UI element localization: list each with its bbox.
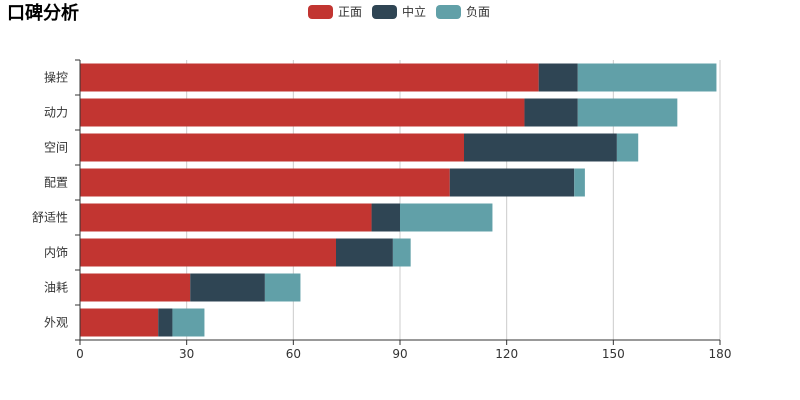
- bar-操控-负面: [577, 63, 717, 92]
- bar-内饰-中立: [336, 238, 393, 267]
- x-tick-label: 90: [392, 347, 407, 361]
- bar-外观-中立: [158, 308, 173, 337]
- legend-item-1[interactable]: 中立: [372, 3, 426, 20]
- legend: 正面 中立 负面: [308, 3, 500, 20]
- legend-item-2[interactable]: 负面: [436, 3, 490, 20]
- bar-动力-正面: [80, 98, 525, 127]
- bar-配置-中立: [449, 168, 575, 197]
- bar-配置-正面: [80, 168, 450, 197]
- y-tick-label: 空间: [44, 141, 68, 155]
- y-tick-label: 内饰: [44, 246, 68, 260]
- legend-item-0[interactable]: 正面: [308, 3, 362, 20]
- legend-label: 负面: [466, 5, 491, 19]
- bar-舒适性-负面: [400, 203, 493, 232]
- y-tick-label: 动力: [44, 106, 68, 120]
- x-tick-label: 0: [76, 347, 84, 361]
- y-tick-label: 油耗: [44, 281, 68, 295]
- y-tick-label: 舒适性: [32, 211, 68, 225]
- bar-油耗-正面: [80, 273, 191, 302]
- bar-舒适性-中立: [371, 203, 400, 232]
- bar-外观-正面: [80, 308, 159, 337]
- bar-油耗-中立: [190, 273, 265, 302]
- x-tick-label: 60: [286, 347, 301, 361]
- x-tick-label: 30: [179, 347, 194, 361]
- x-tick-label: 120: [495, 347, 518, 361]
- x-tick-label: 180: [709, 347, 732, 361]
- bar-油耗-负面: [264, 273, 301, 302]
- chart-title: 口碑分析: [7, 3, 79, 24]
- bar-动力-中立: [524, 98, 578, 127]
- legend-swatch: [308, 4, 333, 19]
- bar-操控-中立: [538, 63, 578, 92]
- x-tick-label: 150: [602, 347, 625, 361]
- legend-label: 正面: [338, 5, 363, 19]
- y-tick-label: 配置: [44, 176, 68, 190]
- bar-舒适性-正面: [80, 203, 372, 232]
- y-tick-label: 外观: [44, 316, 68, 330]
- bar-外观-负面: [172, 308, 205, 337]
- legend-label: 中立: [402, 5, 427, 19]
- bar-操控-正面: [80, 63, 539, 92]
- y-tick-label: 操控: [44, 70, 68, 85]
- bar-内饰-正面: [80, 238, 336, 267]
- bar-内饰-负面: [392, 238, 411, 267]
- legend-swatch: [436, 4, 462, 19]
- bar-空间-中立: [464, 133, 617, 162]
- bar-动力-负面: [577, 98, 678, 127]
- bar-配置-负面: [574, 168, 585, 197]
- legend-swatch: [372, 4, 398, 19]
- bar-空间-正面: [80, 133, 464, 162]
- bar-空间-负面: [616, 133, 639, 162]
